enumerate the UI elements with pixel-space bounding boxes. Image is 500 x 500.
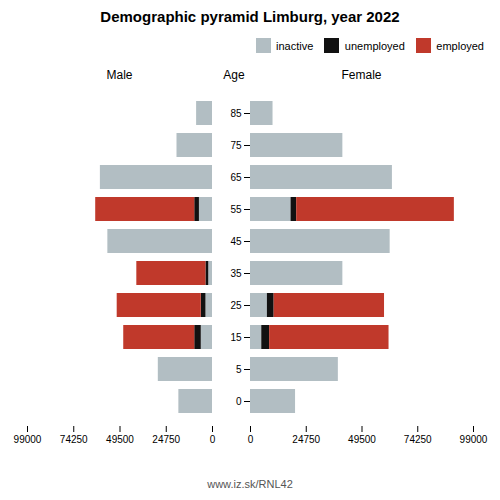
svg-text:49500: 49500 (106, 433, 134, 444)
svg-text:24750: 24750 (152, 433, 180, 444)
html-text:Demographic pyramid Limburg, y: Demographic pyramid Limburg, year 2022 (100, 8, 400, 25)
svg-text:45: 45 (230, 235, 242, 246)
svg-text:5: 5 (236, 363, 242, 374)
svg-text:24750: 24750 (292, 433, 320, 444)
svg-text:74250: 74250 (60, 433, 88, 444)
svg-text:99000: 99000 (14, 433, 42, 444)
svg-text:85: 85 (230, 107, 242, 118)
svg-text:99000: 99000 (460, 433, 488, 444)
html-text:unemployed: unemployed (344, 39, 405, 52)
html-text:Male: Male (106, 67, 133, 82)
svg-text:25: 25 (230, 299, 242, 310)
svg-text:55: 55 (230, 203, 242, 214)
html-text:employed: employed (436, 39, 484, 52)
svg-text:0: 0 (236, 395, 242, 406)
svg-text:49500: 49500 (348, 433, 376, 444)
svg-text:75: 75 (230, 139, 242, 150)
html-text:Female: Female (341, 67, 382, 82)
svg-text:65: 65 (230, 171, 242, 182)
html-text:inactive: inactive (276, 39, 314, 52)
html-text:Age: Age (223, 67, 245, 82)
svg-text:15: 15 (230, 331, 242, 342)
svg-text:74250: 74250 (404, 433, 432, 444)
svg-text:0: 0 (248, 433, 254, 444)
html-text:www.iz.sk/RNL42: www.iz.sk/RNL42 (207, 477, 293, 490)
svg-text:0: 0 (210, 433, 216, 444)
svg-text:35: 35 (230, 267, 242, 278)
